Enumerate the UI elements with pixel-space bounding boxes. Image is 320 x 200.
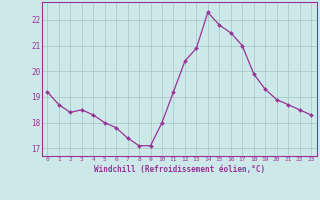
X-axis label: Windchill (Refroidissement éolien,°C): Windchill (Refroidissement éolien,°C) <box>94 165 265 174</box>
